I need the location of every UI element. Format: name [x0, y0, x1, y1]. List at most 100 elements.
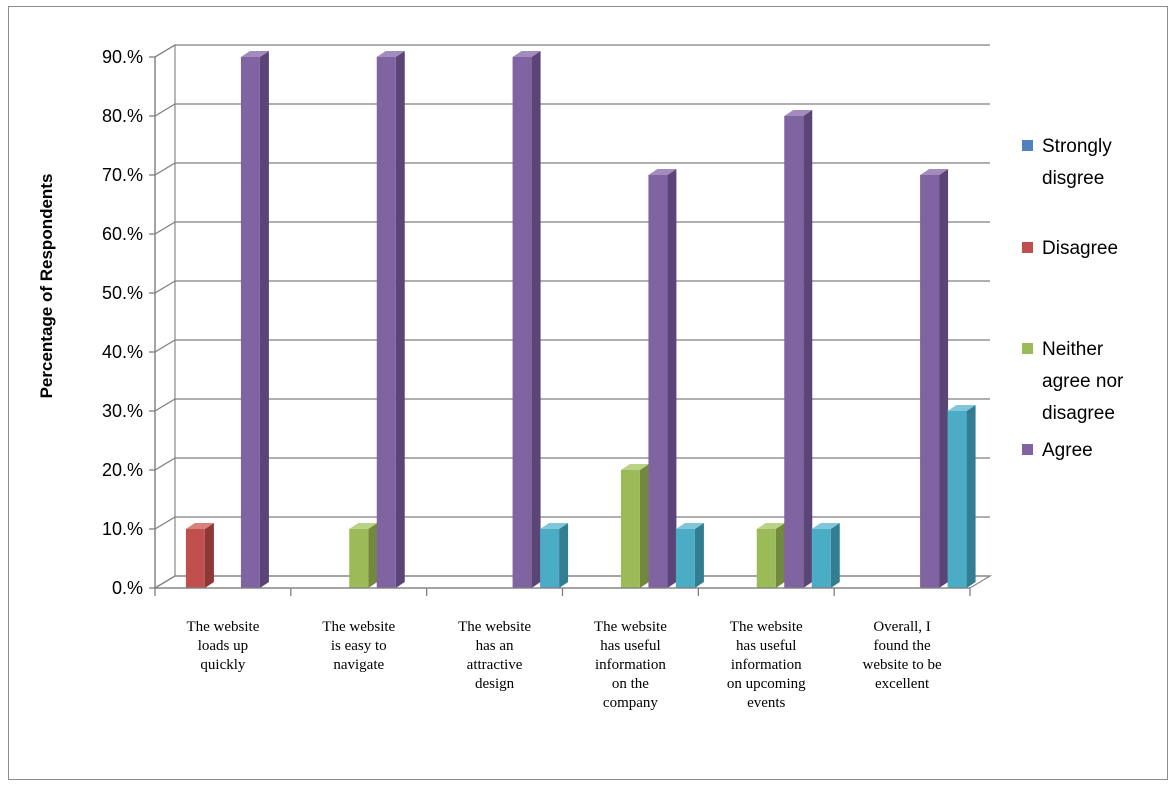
chart-walls	[152, 43, 993, 590]
legend-swatch	[1022, 444, 1033, 455]
bar-top	[920, 169, 949, 175]
bar-side	[667, 169, 677, 588]
legend-item: Disagree	[1022, 238, 1118, 259]
legend: Strongly disgree Disagree Neither agree nor d…	[1022, 136, 1124, 461]
bar	[620, 464, 649, 588]
bar-front	[675, 529, 695, 588]
bar-front	[756, 529, 776, 588]
y-tick-labels: 0.% 10.% 20.% 30.% 40.% 50.% 60.% 70.% 80.% 90.%	[102, 47, 143, 598]
bar-front	[620, 470, 640, 588]
gridline	[154, 339, 990, 353]
axes	[149, 56, 971, 596]
bar-front	[648, 175, 668, 588]
bar-front	[185, 529, 205, 588]
y-tick-label: 60.%	[102, 224, 143, 244]
legend-label: Agree	[1042, 440, 1093, 461]
bars	[185, 51, 976, 588]
x-category-label: The website is easy to navigate	[322, 619, 395, 673]
bar-front	[512, 57, 532, 588]
gridline	[154, 457, 990, 471]
bar-top	[540, 523, 569, 529]
bar-front	[240, 57, 260, 588]
bar-front	[784, 116, 804, 588]
bar-side	[259, 51, 269, 588]
bar	[648, 169, 677, 588]
x-category-label: The website has useful information on the co…	[594, 619, 667, 711]
gridline	[154, 516, 990, 530]
bar-top	[784, 110, 813, 116]
x-category-label: The website loads up quickly	[186, 619, 259, 673]
bar-side	[204, 523, 214, 588]
bar-top	[376, 51, 405, 57]
bar-top	[185, 523, 214, 529]
y-tick-label: 70.%	[102, 165, 143, 185]
bar	[512, 51, 541, 588]
bar-front	[947, 411, 967, 588]
bar	[811, 523, 840, 588]
x-category-label: The website has useful information on upcom…	[727, 619, 806, 711]
bar-front	[920, 175, 940, 588]
legend-item: Strongly disgree	[1022, 136, 1112, 189]
y-tick-label: 50.%	[102, 283, 143, 303]
legend-swatch	[1022, 343, 1033, 354]
bar-top	[811, 523, 840, 529]
bar-side	[694, 523, 704, 588]
legend-swatch	[1022, 140, 1033, 151]
y-axis-title: Percentage of Respondents	[37, 174, 56, 399]
bar-front	[349, 529, 369, 588]
bar	[947, 405, 976, 588]
bar-side	[803, 110, 813, 588]
bar-side	[939, 169, 949, 588]
bar-top	[756, 523, 785, 529]
gridline	[154, 162, 990, 176]
gridline	[154, 575, 990, 589]
bar-top	[620, 464, 649, 470]
bar	[240, 51, 269, 588]
x-category-labels: The website loads up quickly The website is …	[186, 619, 942, 711]
gridlines	[154, 44, 990, 589]
legend-item: Agree	[1022, 440, 1093, 461]
bar	[784, 110, 813, 588]
floor	[152, 575, 993, 589]
bar	[920, 169, 949, 588]
bar-top	[349, 523, 378, 529]
bar-top	[512, 51, 541, 57]
x-category-label: The website has an attractive design	[458, 619, 531, 692]
bar-top	[240, 51, 269, 57]
bar-front	[811, 529, 831, 588]
bar-front	[376, 57, 396, 588]
bar-top	[947, 405, 976, 411]
y-tick-label: 80.%	[102, 106, 143, 126]
legend-item: Neither agree nor disagree	[1022, 339, 1124, 424]
bar	[185, 523, 214, 588]
bar	[675, 523, 704, 588]
bar-top	[675, 523, 704, 529]
bar-side	[368, 523, 378, 588]
bar-side	[559, 523, 569, 588]
bar-top	[648, 169, 677, 175]
bar-front	[540, 529, 560, 588]
legend-swatch	[1022, 242, 1033, 253]
bar-side	[531, 51, 541, 588]
chart-frame	[8, 6, 1168, 780]
gridline	[154, 221, 990, 235]
bar	[376, 51, 405, 588]
bar	[349, 523, 378, 588]
y-tick-label: 30.%	[102, 401, 143, 421]
side-wall	[154, 43, 176, 590]
legend-label: Disagree	[1042, 238, 1118, 259]
bar	[756, 523, 785, 588]
gridline	[154, 103, 990, 117]
gridline	[154, 280, 990, 294]
legend-label: Neither agree nor disagree	[1042, 339, 1124, 424]
bar-side	[966, 405, 976, 588]
bar-side	[775, 523, 785, 588]
bar-side	[395, 51, 405, 588]
legend-label: Strongly disgree	[1042, 136, 1112, 189]
y-tick-label: 0.%	[112, 578, 143, 598]
y-tick-label: 10.%	[102, 519, 143, 539]
y-tick-label: 40.%	[102, 342, 143, 362]
gridline	[154, 398, 990, 412]
bar-side	[639, 464, 649, 588]
